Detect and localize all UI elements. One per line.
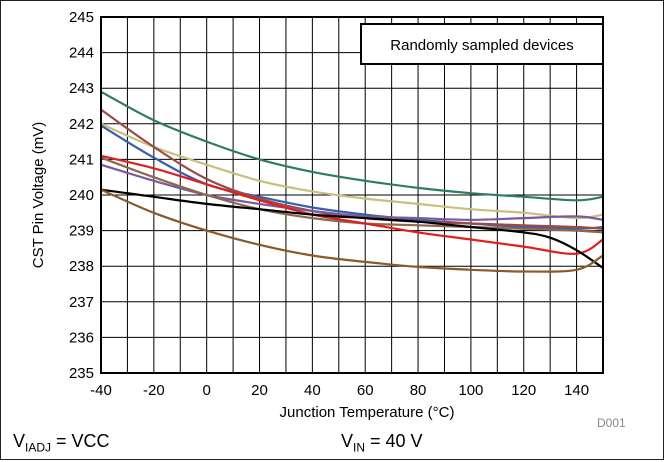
footer-left-symbol: V [13,431,26,451]
x-axis-label: Junction Temperature (°C) [280,404,455,420]
x-tick-label: 40 [304,382,321,399]
x-tick-label: 20 [251,382,268,399]
figure-id: D001 [597,416,626,430]
x-tick-label: 0 [203,382,211,399]
series-layer [100,90,604,273]
x-tick-label: 100 [458,382,483,399]
x-tick-label: -20 [143,382,165,399]
legend-box: Randomly sampled devices [360,23,604,65]
footer-right-symbol: V [341,431,354,451]
x-tick-label: 80 [410,382,427,399]
y-tick-label: 245 [69,9,94,26]
x-tick-label: 140 [564,382,589,399]
plot-border [100,16,604,374]
x-tick-label: -40 [90,382,112,399]
y-tick-label: 240 [69,187,94,204]
legend-box-border [360,23,604,65]
y-tick-label: 236 [69,329,94,346]
series-line-5 [100,163,604,221]
y-tick-label: 238 [69,258,94,275]
series-line-7 [100,154,604,255]
footer-right-condition: VIN = 40 V [341,431,423,455]
grid [100,16,604,374]
series-line-3 [100,124,604,230]
y-tick-label: 244 [69,45,94,62]
footer-left-subscript: IADJ [25,440,52,455]
y-tick-label: 242 [69,116,94,133]
x-tick-label: 120 [511,382,536,399]
series-line-2 [100,122,604,220]
y-tick-label: 241 [69,151,94,168]
y-tick-label: 243 [69,80,94,97]
y-tick-label: 235 [69,365,94,382]
legend-box-text: Randomly sampled devices [390,37,573,54]
x-tick-label: 60 [357,382,374,399]
series-line-9 [100,188,604,273]
footer-right-subscript: IN [353,440,366,455]
footer-left-value: = VCC [51,431,110,451]
y-axis-label: CST Pin Voltage (mV) [30,122,47,268]
series-line-1 [100,90,604,202]
footer-left-condition: VIADJ = VCC [13,431,110,455]
tick-labels: -40 -20 0 20 40 60 80 100 120 140 235 236 237 238 239 2… [69,9,589,399]
footer-right-value: = 40 V [365,431,423,451]
y-tick-label: 237 [69,294,94,311]
series-line-8 [100,188,604,269]
y-tick-label: 239 [69,223,94,240]
chart: -40 -20 0 20 40 60 80 100 120 140 235 236 237 238 239 2… [30,9,604,420]
